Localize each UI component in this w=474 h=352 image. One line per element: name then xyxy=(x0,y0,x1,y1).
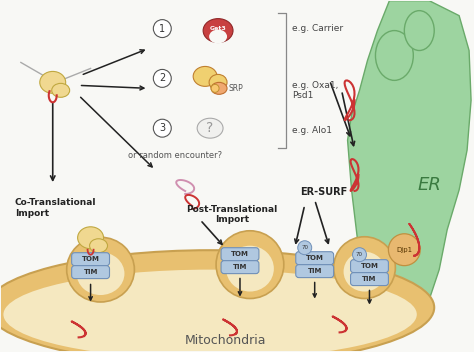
Ellipse shape xyxy=(90,239,108,253)
Ellipse shape xyxy=(3,270,417,352)
Text: Djp1: Djp1 xyxy=(396,247,412,253)
Text: Mitochondria: Mitochondria xyxy=(184,334,266,347)
Text: TOM: TOM xyxy=(306,255,324,261)
Ellipse shape xyxy=(211,82,227,94)
Ellipse shape xyxy=(0,250,434,352)
FancyBboxPatch shape xyxy=(72,266,109,278)
Text: 2: 2 xyxy=(159,73,165,83)
Circle shape xyxy=(153,20,171,38)
Text: Post-Translational
Import: Post-Translational Import xyxy=(186,205,278,224)
FancyBboxPatch shape xyxy=(221,261,259,274)
Text: TOM: TOM xyxy=(361,263,378,269)
Ellipse shape xyxy=(40,71,66,93)
Ellipse shape xyxy=(209,74,227,90)
Circle shape xyxy=(298,241,312,255)
Ellipse shape xyxy=(216,231,284,298)
FancyBboxPatch shape xyxy=(351,272,388,285)
FancyBboxPatch shape xyxy=(221,248,259,261)
Ellipse shape xyxy=(334,237,395,298)
Text: TIM: TIM xyxy=(308,268,322,274)
Ellipse shape xyxy=(197,118,223,138)
Text: 70: 70 xyxy=(356,252,363,257)
Text: or random encounter?: or random encounter? xyxy=(128,151,222,159)
Ellipse shape xyxy=(209,30,227,44)
Polygon shape xyxy=(347,1,471,329)
Text: e.g. Alo1: e.g. Alo1 xyxy=(292,126,332,135)
Text: ER-SURF: ER-SURF xyxy=(300,187,347,197)
Text: 70: 70 xyxy=(301,245,308,250)
Circle shape xyxy=(153,69,171,87)
FancyBboxPatch shape xyxy=(296,265,334,278)
Circle shape xyxy=(353,248,366,262)
Text: Get3: Get3 xyxy=(210,26,227,31)
Text: e.g. Oxa1,
Psd1: e.g. Oxa1, Psd1 xyxy=(292,81,338,100)
Text: 3: 3 xyxy=(159,123,165,133)
Ellipse shape xyxy=(203,19,233,43)
FancyBboxPatch shape xyxy=(351,260,388,272)
Text: TIM: TIM xyxy=(233,264,247,270)
Ellipse shape xyxy=(52,83,70,97)
Text: SRP: SRP xyxy=(228,84,243,93)
Ellipse shape xyxy=(344,252,385,291)
Ellipse shape xyxy=(67,237,135,302)
FancyBboxPatch shape xyxy=(72,253,109,266)
Circle shape xyxy=(388,234,420,266)
Circle shape xyxy=(211,84,219,92)
Text: 1: 1 xyxy=(159,24,165,33)
Ellipse shape xyxy=(193,67,217,86)
Text: e.g. Carrier: e.g. Carrier xyxy=(292,24,343,33)
Circle shape xyxy=(153,119,171,137)
Text: Co-Translational
Import: Co-Translational Import xyxy=(15,198,96,218)
FancyBboxPatch shape xyxy=(296,252,334,265)
Text: TOM: TOM xyxy=(231,251,249,257)
Text: TIM: TIM xyxy=(362,276,377,282)
Text: ER: ER xyxy=(417,176,441,194)
Ellipse shape xyxy=(77,252,125,295)
Text: TOM: TOM xyxy=(82,256,100,262)
Text: TIM: TIM xyxy=(83,269,98,275)
Text: ?: ? xyxy=(207,121,214,135)
Ellipse shape xyxy=(78,227,103,249)
Ellipse shape xyxy=(226,246,274,291)
Ellipse shape xyxy=(375,31,413,80)
Ellipse shape xyxy=(404,11,434,50)
